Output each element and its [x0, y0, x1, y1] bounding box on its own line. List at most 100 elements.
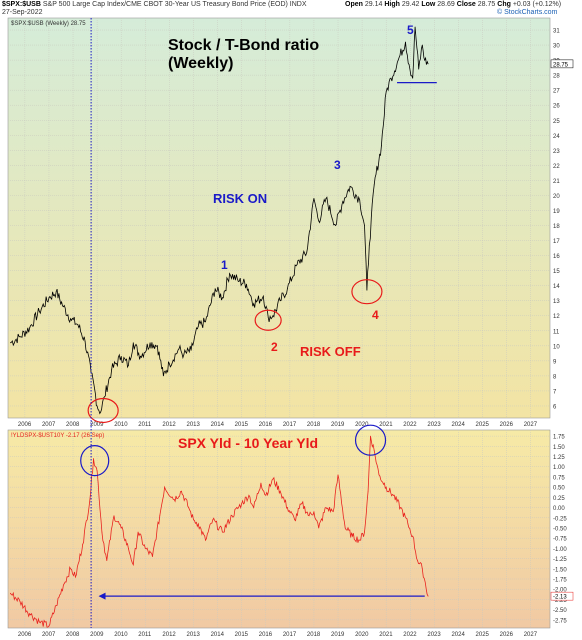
price-data-point	[162, 375, 164, 377]
yield-data-point	[106, 560, 108, 562]
yield-data-point	[241, 503, 243, 504]
price-data-point	[272, 315, 274, 317]
price-data-point	[318, 220, 320, 222]
yield-data-point	[93, 458, 94, 459]
price-data-point	[313, 198, 315, 199]
yield-data-point	[89, 499, 91, 500]
yield-data-point	[38, 621, 40, 623]
price-data-point	[368, 244, 370, 246]
price-data-point	[48, 297, 50, 299]
yield-data-point	[412, 535, 414, 537]
high-value: 29.42	[401, 1, 420, 8]
yield-data-point	[427, 595, 429, 597]
price-x-tick-label: 2026	[500, 422, 514, 428]
yield-data-point	[221, 531, 223, 533]
price-x-tick-label: 2006	[18, 422, 32, 428]
price-y-tick-label: 18	[553, 224, 560, 230]
price-panel-bg	[7, 17, 551, 419]
yield-data-point	[417, 560, 418, 562]
yield-legend: !YLDSPX-$UST10Y -2.17 (26 Sep)	[11, 433, 104, 439]
yield-data-point	[367, 490, 369, 492]
price-data-point	[373, 184, 375, 186]
price-chart-title: Stock / T-Bond ratio	[168, 37, 319, 54]
price-data-point	[103, 396, 105, 398]
yield-data-point	[137, 531, 139, 533]
yield-data-point	[212, 519, 214, 521]
price-data-point	[70, 318, 72, 320]
price-data-point	[253, 303, 255, 305]
price-chart-subtitle: (Weekly)	[168, 55, 234, 72]
price-data-point	[385, 91, 387, 93]
wave-2-label: 2	[271, 340, 278, 354]
yield-data-point	[188, 507, 190, 508]
price-x-tick-label: 2025	[476, 422, 490, 428]
wave-4-label: 4	[372, 308, 379, 322]
price-y-tick-label: 19	[553, 209, 560, 215]
price-y-tick-label: 22	[553, 164, 560, 170]
price-legend: $SPX:$USB (Weekly) 28.75	[11, 21, 86, 27]
yield-data-point	[96, 470, 98, 472]
yield-data-point	[400, 507, 402, 508]
price-y-tick-label: 15	[553, 269, 560, 275]
price-x-tick-label: 2012	[162, 422, 176, 428]
yield-x-tick-label: 2006	[18, 632, 32, 638]
price-data-point	[63, 306, 64, 308]
chart-date: 27-Sep-2022	[2, 9, 43, 16]
price-series-line	[10, 26, 429, 415]
yield-y-tick-label: -2.50	[553, 608, 567, 614]
yield-data-point	[421, 568, 423, 570]
open-label: Open	[345, 1, 363, 8]
price-x-tick-label: 2015	[235, 422, 249, 428]
price-data-point	[408, 64, 410, 66]
yield-data-point	[113, 515, 115, 517]
yield-data-point	[279, 490, 281, 492]
change-label: Chg	[497, 1, 511, 8]
yield-x-tick-label: 2014	[211, 632, 225, 638]
yield-y-tick-label: -1.25	[553, 557, 567, 563]
price-x-tick-label: 2022	[403, 422, 417, 428]
open-value: 29.14	[364, 1, 383, 8]
price-y-tick-label: 23	[553, 149, 560, 155]
price-data-point	[306, 252, 308, 253]
price-data-point	[10, 342, 11, 344]
yield-series-line	[10, 436, 429, 628]
yield-data-point	[164, 486, 165, 488]
yield-data-point	[313, 511, 315, 513]
yield-data-point	[48, 625, 50, 627]
arrowhead-icon	[98, 592, 106, 600]
price-y-tick-label: 8	[553, 374, 557, 380]
close-label: Close	[456, 1, 476, 8]
yield-x-tick-label: 2019	[331, 632, 345, 638]
yield-price-tag-text: -2.13	[553, 595, 567, 601]
price-data-point	[168, 363, 170, 365]
price-data-point	[287, 288, 288, 290]
yield-data-point	[248, 494, 250, 496]
price-data-point	[190, 349, 192, 351]
yield-y-tick-label: -1.50	[553, 567, 567, 573]
yield-data-point	[265, 494, 267, 496]
price-data-point	[120, 355, 122, 357]
price-data-point	[359, 199, 361, 201]
wave-3-label: 3	[334, 158, 341, 172]
risk-off-label: RISK OFF	[300, 344, 361, 359]
price-data-point	[197, 325, 199, 327]
yield-x-tick-label: 2008	[66, 632, 80, 638]
yield-data-point	[101, 531, 103, 533]
yield-y-tick-label: 0.75	[553, 475, 565, 481]
yield-y-tick-label: 0.25	[553, 496, 565, 502]
price-data-point	[366, 289, 368, 291]
yield-data-point	[197, 523, 199, 525]
yield-y-tick-label: 1.25	[553, 455, 565, 461]
yield-y-tick-label: -0.25	[553, 516, 567, 522]
yield-data-point	[294, 519, 296, 521]
price-x-tick-label: 2016	[259, 422, 273, 428]
price-x-tick-label: 2014	[211, 422, 225, 428]
price-data-point	[238, 280, 240, 282]
yield-data-point	[325, 507, 327, 508]
price-price-tag	[550, 59, 574, 69]
yield-data-point	[301, 503, 303, 504]
yield-data-point	[70, 568, 72, 570]
price-data-point	[262, 295, 264, 297]
price-data-point	[38, 310, 40, 312]
